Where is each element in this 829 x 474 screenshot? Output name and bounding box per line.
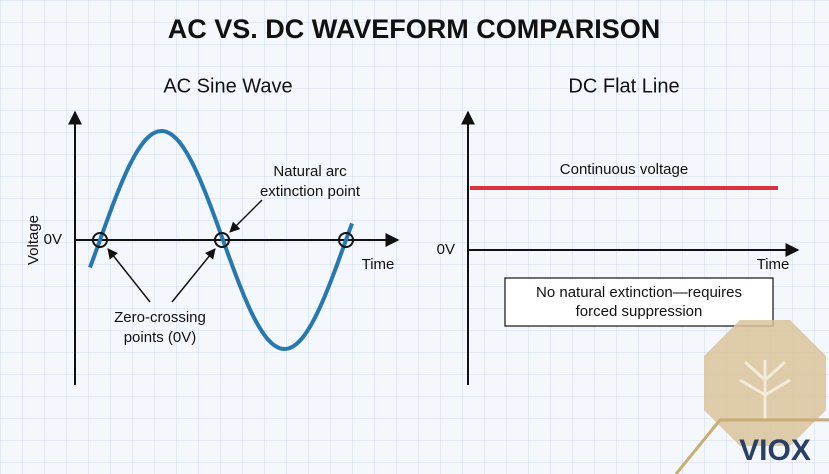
logo-text: VIOX (739, 434, 811, 467)
annotation: Natural arc (273, 163, 347, 180)
title: AC VS. DC WAVEFORM COMPARISON (168, 14, 661, 44)
note: No natural extinction—requires (536, 284, 742, 301)
zero-crossing-marker (92, 232, 108, 248)
zero-crossing-marker (338, 232, 354, 248)
panel-title: AC Sine Wave (163, 75, 292, 97)
logo-stripe (674, 418, 829, 474)
panel-title: DC Flat Line (568, 75, 679, 97)
y-axis-label: Voltage (25, 215, 42, 265)
logo-icon (739, 360, 791, 420)
zero-crossing-marker (214, 232, 230, 248)
x-axis-label: Time (362, 256, 395, 273)
annotation-arrow (229, 199, 263, 233)
zero-label: 0V (437, 241, 455, 258)
annotation: points (0V) (124, 329, 197, 346)
x-axis-label: Time (757, 256, 790, 273)
annotation-arrow (107, 248, 151, 303)
annotation: extinction point (260, 183, 361, 200)
line-label: Continuous voltage (560, 161, 688, 178)
annotation: Zero-crossing (114, 309, 206, 326)
note: forced suppression (576, 303, 703, 320)
annotation-arrow (171, 248, 216, 303)
zero-label: 0V (44, 231, 62, 248)
sine-wave (88, 128, 354, 352)
note-box (504, 277, 774, 327)
